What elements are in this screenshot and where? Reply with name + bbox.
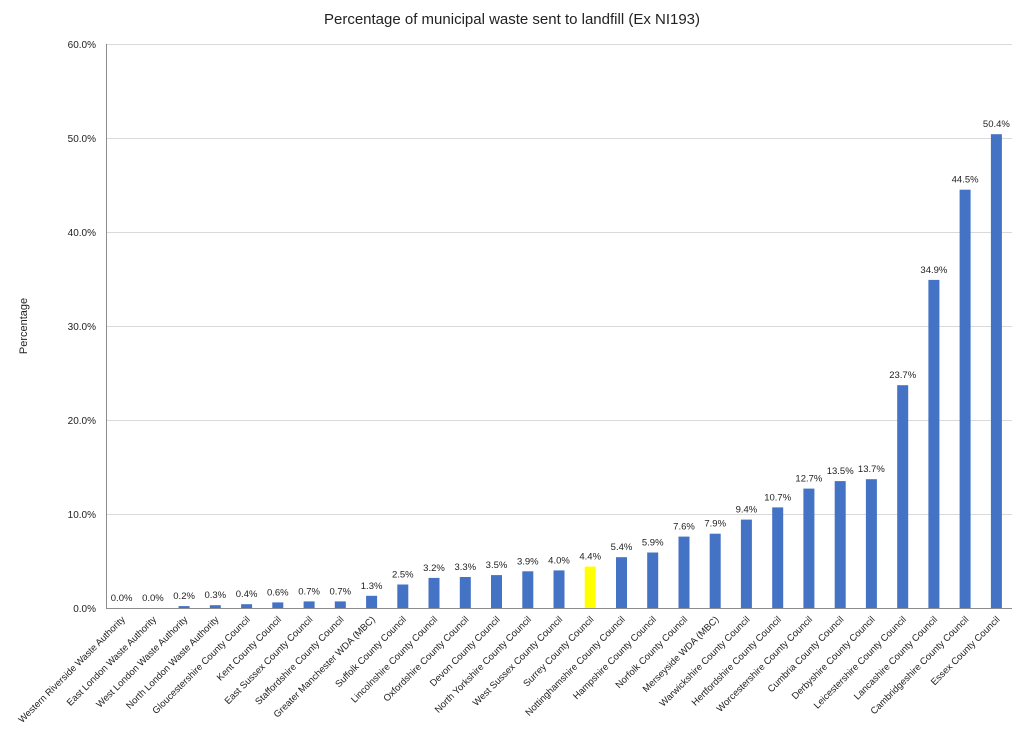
- bars: [178, 134, 1002, 608]
- y-tick-label: 40.0%: [68, 228, 96, 239]
- bar: [616, 557, 627, 608]
- bar: [178, 606, 190, 608]
- bar: [928, 279, 940, 608]
- bar: [272, 602, 284, 608]
- data-label: 12.7%: [795, 474, 822, 485]
- data-labels: 0.0% 0.0% 0.2% 0.3% 0.4% 0.6% 0.7% 0.7% 1.3% 2.5%…: [111, 119, 1011, 604]
- bar: [428, 577, 440, 608]
- data-label: 4.4%: [579, 552, 601, 563]
- data-label: 4.0%: [548, 555, 570, 566]
- bar: [522, 571, 534, 608]
- bar: [241, 604, 253, 608]
- data-label: 7.9%: [704, 519, 726, 530]
- data-label: 34.9%: [920, 265, 947, 276]
- data-label: 13.5%: [827, 466, 854, 477]
- y-axis-label: Percentage: [18, 298, 30, 354]
- data-label: 0.7%: [298, 586, 320, 597]
- bar: [303, 601, 315, 608]
- gridlines: [106, 44, 1012, 515]
- data-label: 3.2%: [423, 563, 445, 574]
- data-label: 5.4%: [611, 542, 633, 553]
- data-label: 2.5%: [392, 570, 414, 581]
- bar: [678, 536, 690, 608]
- data-label: 0.4%: [236, 589, 258, 600]
- bar: [803, 488, 815, 608]
- y-tick-label: 50.0%: [68, 134, 96, 145]
- data-label: 44.5%: [952, 175, 979, 186]
- bar: [959, 189, 971, 608]
- bar: [397, 584, 409, 608]
- bar: [990, 134, 1002, 608]
- data-label: 0.6%: [267, 587, 289, 598]
- bar: [584, 566, 596, 608]
- bar: [647, 552, 659, 608]
- chart-title: Percentage of municipal waste sent to la…: [324, 11, 700, 28]
- data-label: 1.3%: [361, 581, 383, 592]
- y-tick-label: 20.0%: [68, 416, 96, 427]
- data-label: 7.6%: [673, 522, 695, 533]
- y-tick-label: 10.0%: [68, 510, 96, 521]
- data-label: 0.2%: [173, 591, 195, 602]
- data-label: 0.3%: [204, 590, 226, 601]
- data-label: 50.4%: [983, 119, 1010, 130]
- bar: [897, 385, 909, 608]
- data-label: 0.0%: [142, 593, 164, 604]
- bar: [459, 577, 471, 608]
- data-label: 3.9%: [517, 556, 539, 567]
- bar: [553, 570, 565, 608]
- y-tick-label: 30.0%: [68, 322, 96, 333]
- y-axis-ticks: 0.0% 10.0% 20.0% 30.0% 40.0% 50.0% 60.0%: [68, 40, 96, 615]
- data-label: 0.7%: [329, 586, 351, 597]
- data-label: 13.7%: [858, 464, 885, 475]
- bar: [709, 533, 721, 608]
- y-tick-label: 60.0%: [68, 40, 96, 51]
- bar: [834, 481, 846, 608]
- bar: [491, 575, 502, 608]
- data-label: 3.5%: [486, 560, 508, 571]
- axes: [106, 44, 1012, 609]
- data-label: 0.0%: [111, 593, 133, 604]
- bar: [740, 519, 752, 608]
- data-label: 3.3%: [454, 562, 476, 573]
- data-label: 10.7%: [764, 492, 791, 503]
- data-label: 23.7%: [889, 370, 916, 381]
- data-label: 5.9%: [642, 538, 664, 549]
- bar: [865, 479, 877, 608]
- bar: [772, 507, 784, 608]
- data-label: 9.4%: [736, 505, 758, 516]
- bar: [334, 601, 346, 608]
- y-tick-label: 0.0%: [73, 604, 96, 615]
- bar: [366, 595, 378, 608]
- bar: [209, 605, 221, 608]
